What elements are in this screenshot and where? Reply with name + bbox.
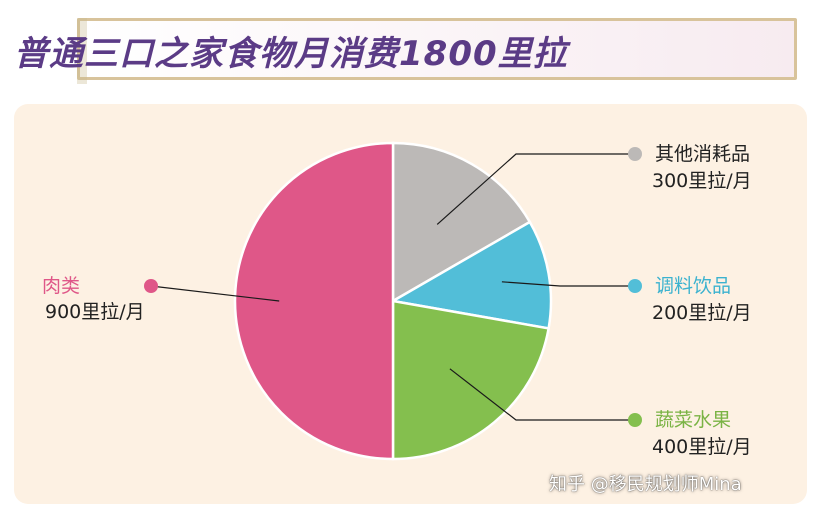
- leader-lines: [150, 153, 635, 421]
- watermark: 知乎 @移民规划师Mina: [549, 474, 742, 495]
- pie-slice: [389, 220, 553, 330]
- legend-dot: [628, 413, 642, 427]
- title-banner: [77, 18, 797, 84]
- slice-name-label: 蔬菜水果: [655, 409, 731, 431]
- leader-line: [501, 281, 635, 287]
- slice-value-label: 200里拉/月: [652, 302, 752, 324]
- leader-line: [449, 368, 635, 421]
- slice-value-label: 400里拉/月: [652, 436, 752, 458]
- pie-slices: [233, 141, 553, 461]
- legend-dot: [144, 279, 158, 293]
- pie-slice: [233, 141, 395, 461]
- chart-title: 普通三口之家食物月消费1800里拉: [14, 34, 568, 74]
- slice-value-label: 300里拉/月: [652, 170, 752, 192]
- slice-value-label: 900里拉/月: [45, 301, 145, 323]
- leader-line: [436, 153, 635, 225]
- slice-name-label: 其他消耗品: [655, 143, 750, 165]
- slice-name-label: 肉类: [42, 275, 80, 297]
- pie-slice: [391, 141, 532, 304]
- legend-dot: [628, 147, 642, 161]
- pie-slice: [391, 299, 551, 461]
- legend-dot: [628, 279, 642, 293]
- leader-line: [150, 285, 280, 302]
- slice-name-label: 调料饮品: [655, 275, 731, 297]
